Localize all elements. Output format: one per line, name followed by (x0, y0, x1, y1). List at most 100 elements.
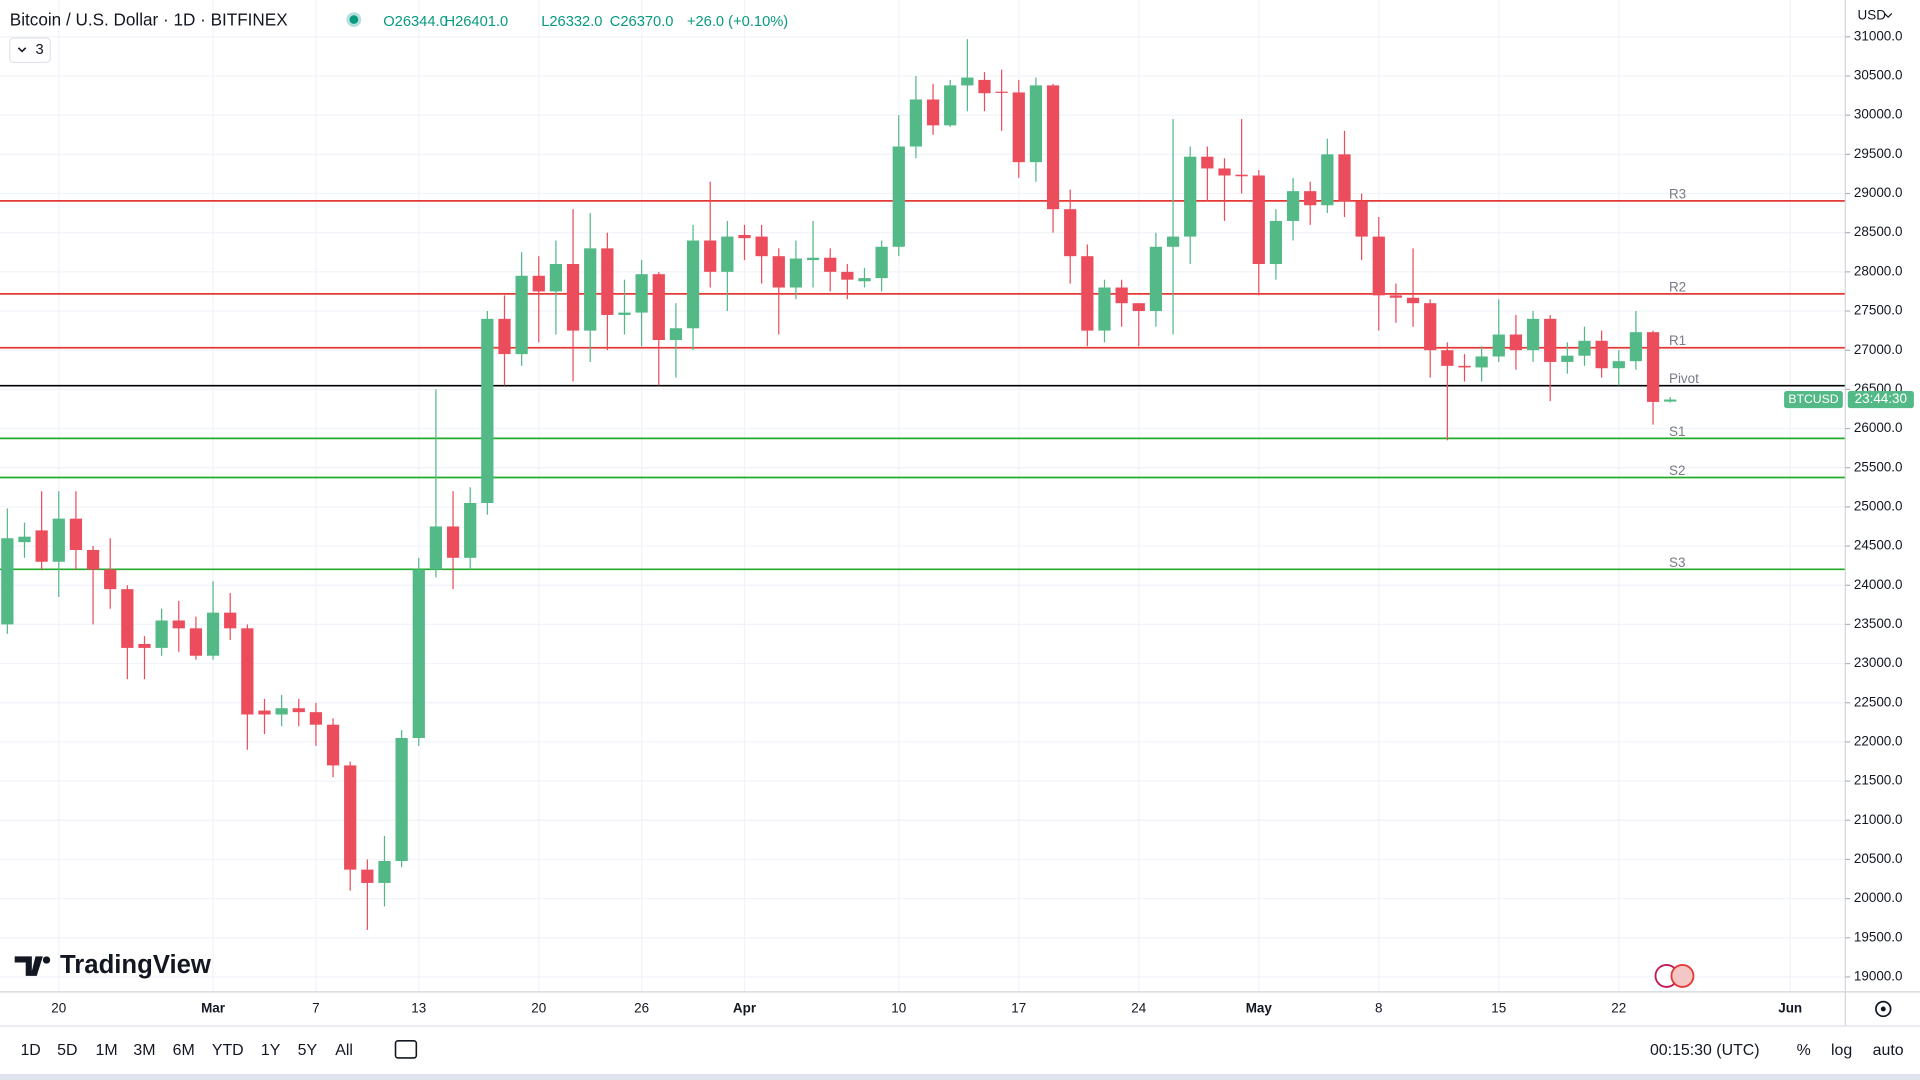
y-tick-label: 19000.0 (1854, 969, 1903, 984)
candle-body (858, 278, 871, 282)
utc-clock[interactable]: 00:15:30 (UTC) (1650, 1042, 1760, 1059)
range-button[interactable]: 1Y (261, 1042, 281, 1059)
indicators-toggle[interactable] (9, 37, 51, 64)
y-tick-label: 25500.0 (1854, 459, 1903, 474)
candle-body (1, 538, 14, 625)
candle-body (1406, 297, 1420, 304)
candle-body (1629, 332, 1643, 362)
candle-body (1029, 85, 1043, 163)
candle-body (1286, 191, 1300, 221)
x-tick-label: 20 (531, 1001, 546, 1016)
candle-body (1012, 92, 1025, 163)
x-tick-label: 15 (1491, 1001, 1506, 1016)
candle-body (944, 85, 957, 126)
indicator-count: 3 (36, 42, 44, 58)
range-button[interactable]: 1D (20, 1042, 40, 1059)
gear-center (1880, 1006, 1886, 1012)
candle-body (875, 246, 888, 279)
candle-body (995, 91, 1008, 93)
scale-option[interactable]: auto (1873, 1042, 1904, 1059)
candle-body (1269, 220, 1283, 265)
x-tick-label: Jun (1778, 1001, 1802, 1016)
candle-body (1304, 191, 1317, 206)
range-button[interactable]: 1M (95, 1042, 117, 1059)
candle-body (361, 869, 374, 883)
ohlc-value: O26344.0 (383, 14, 448, 30)
candle-body (1166, 236, 1180, 247)
range-button[interactable]: 5D (57, 1042, 77, 1059)
y-tick-label: 28500.0 (1854, 224, 1903, 239)
x-tick-label: 13 (411, 1001, 426, 1016)
date-range-icon[interactable] (394, 1040, 418, 1059)
settings-icon[interactable] (1875, 1000, 1892, 1018)
candle-body (258, 710, 271, 715)
y-tick-label: 19500.0 (1854, 929, 1903, 944)
y-tick-label: 20000.0 (1854, 890, 1903, 905)
candle-body (241, 628, 254, 715)
level-label: S1 (1669, 424, 1685, 439)
level-label: Pivot (1669, 371, 1699, 386)
candle-body (772, 256, 785, 288)
candle-body (892, 146, 905, 247)
candle-body (464, 502, 477, 558)
ohlc-value: +26.0 (+0.10%) (687, 14, 788, 30)
candle-body (326, 724, 340, 766)
grid (0, 0, 1846, 992)
candle-body (1544, 318, 1557, 362)
y-tick-label: 22000.0 (1854, 733, 1903, 748)
x-tick-label: 8 (1375, 1001, 1382, 1016)
candle-body (172, 620, 185, 629)
brand-name: TradingView (60, 951, 212, 979)
y-tick-label: 29500.0 (1854, 146, 1903, 161)
range-button[interactable]: YTD (212, 1042, 244, 1059)
candle-body (1338, 154, 1351, 202)
x-tick-label: 20 (51, 1001, 66, 1016)
x-tick-label: 17 (1011, 1001, 1026, 1016)
candle-body (841, 271, 854, 280)
candle-body (652, 274, 665, 341)
countdown: 23:44:30 (1855, 391, 1907, 406)
ohlc-value: L26332.0 (541, 14, 602, 30)
candle-body (1184, 156, 1197, 237)
candle-body (1235, 174, 1248, 177)
gear[interactable] (1875, 1000, 1892, 1018)
y-tick-label: 20500.0 (1854, 851, 1903, 866)
candle-body (1561, 355, 1574, 362)
scale-option[interactable]: % (1797, 1042, 1811, 1059)
range-button[interactable]: 3M (133, 1042, 155, 1059)
candle-body (35, 530, 48, 562)
candle-body (566, 264, 580, 331)
candle-body (1355, 201, 1368, 237)
flag-icon[interactable] (1670, 963, 1695, 988)
candle-body (395, 738, 408, 862)
range-button[interactable]: 5Y (298, 1042, 318, 1059)
candle-body (1201, 156, 1214, 169)
last-price-tag (1784, 390, 1843, 409)
currency[interactable]: USD (1858, 7, 1887, 22)
candle-body (69, 518, 83, 550)
candle-body (206, 612, 220, 656)
candle-body (738, 235, 751, 239)
candle-body (52, 518, 65, 562)
range-button[interactable]: 6M (173, 1042, 195, 1059)
candle-body (824, 257, 837, 272)
range-button[interactable]: All (335, 1042, 353, 1059)
scale-option[interactable]: log (1831, 1042, 1852, 1059)
y-tick-label: 23500.0 (1854, 616, 1903, 631)
candle-body (378, 861, 391, 883)
candle-body (704, 240, 717, 272)
candle-body (1441, 350, 1454, 366)
candle-body (498, 318, 511, 355)
status-dot (349, 15, 359, 24)
candle-body (1372, 236, 1385, 296)
candle-body (1046, 85, 1060, 210)
candle-body (549, 264, 563, 292)
candle-body (412, 569, 425, 739)
level-label: R3 (1669, 186, 1686, 201)
candle-body (1149, 246, 1163, 312)
candle-body (344, 765, 357, 870)
event-icons[interactable] (1654, 963, 1695, 988)
y-tick-label: 31000.0 (1854, 28, 1903, 43)
candle-body (1218, 168, 1231, 176)
